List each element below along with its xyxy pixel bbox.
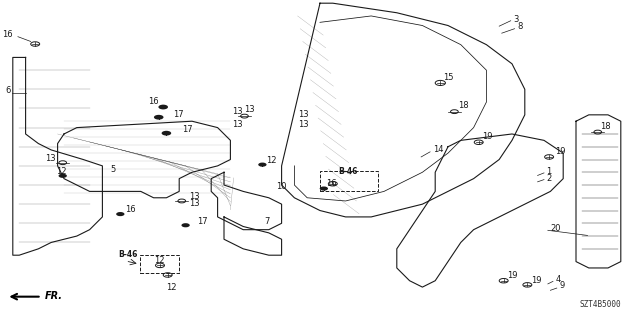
Text: B-46: B-46 [118,250,138,259]
Text: 19: 19 [531,276,541,285]
Text: SZT4B5000: SZT4B5000 [579,300,621,309]
Text: 8: 8 [517,22,522,31]
Text: 17: 17 [173,110,184,119]
Text: 13: 13 [189,192,200,201]
Circle shape [182,223,189,227]
Text: 16: 16 [2,30,13,39]
Text: 12: 12 [166,283,177,292]
Text: 9: 9 [559,281,564,290]
Circle shape [258,163,267,167]
Text: 2: 2 [546,174,551,182]
Text: 17: 17 [197,217,208,226]
Text: 19: 19 [508,271,518,280]
Bar [140,255,179,273]
Text: 16: 16 [148,97,159,106]
Bar [320,171,378,191]
Text: 13: 13 [45,154,56,163]
Text: 7: 7 [264,217,269,226]
Text: 19: 19 [483,132,493,141]
Text: 12: 12 [154,256,164,265]
Text: 5: 5 [110,165,115,174]
Text: 17: 17 [182,125,193,134]
Text: 13: 13 [232,120,243,129]
Text: 14: 14 [433,145,443,154]
Text: 20: 20 [550,224,561,233]
Circle shape [59,174,67,178]
Text: 13: 13 [232,107,243,115]
Circle shape [154,115,164,120]
Text: 19: 19 [555,147,565,156]
Text: 3: 3 [513,15,518,24]
Text: 13: 13 [244,105,255,114]
Circle shape [320,187,328,191]
Text: 10: 10 [276,182,287,191]
Text: 13: 13 [298,120,309,129]
Text: 6: 6 [5,86,10,95]
Text: 16: 16 [326,179,337,188]
Text: 16: 16 [125,205,136,214]
Text: B-46: B-46 [338,167,357,176]
Text: 13: 13 [189,199,200,208]
Text: 4: 4 [556,275,561,284]
Text: FR.: FR. [45,291,63,301]
Text: 18: 18 [600,122,611,131]
Text: 1: 1 [546,167,551,176]
Text: 12: 12 [56,167,67,176]
Text: 12: 12 [266,156,276,165]
Circle shape [158,105,168,109]
Text: 13: 13 [298,110,309,119]
Circle shape [161,131,172,136]
Text: 18: 18 [458,101,468,110]
Circle shape [116,212,124,216]
Text: 15: 15 [443,73,453,82]
